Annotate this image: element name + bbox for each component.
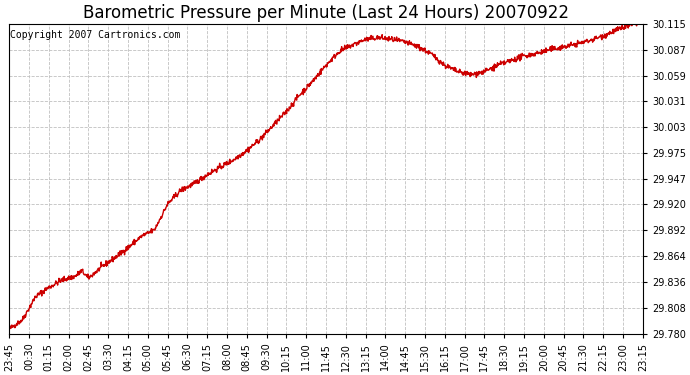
Text: Copyright 2007 Cartronics.com: Copyright 2007 Cartronics.com [10, 30, 181, 40]
Title: Barometric Pressure per Minute (Last 24 Hours) 20070922: Barometric Pressure per Minute (Last 24 … [83, 4, 569, 22]
